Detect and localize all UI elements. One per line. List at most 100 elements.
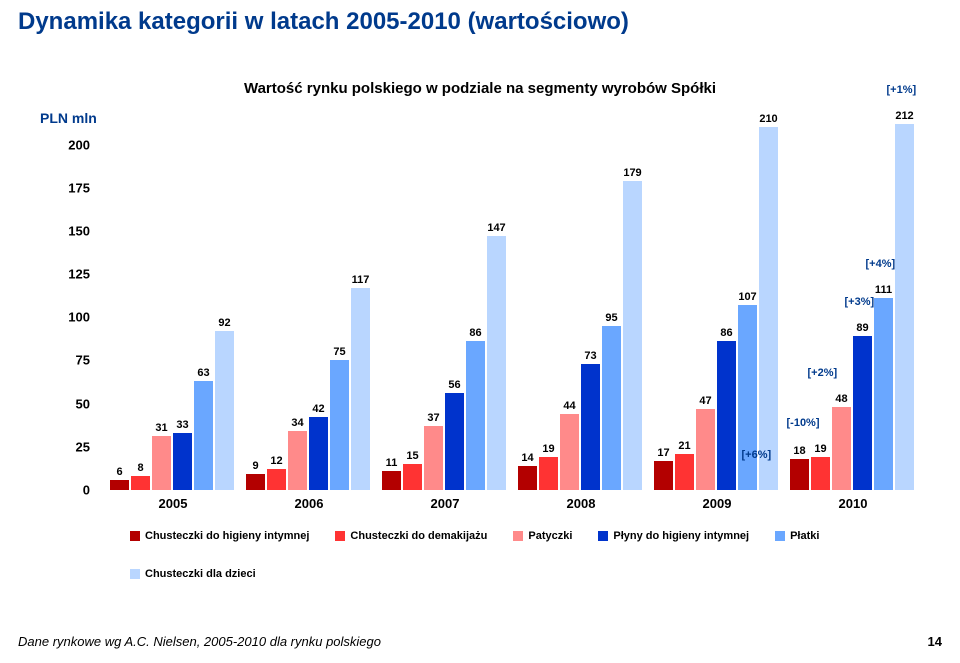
y-tick-label: 75 [50, 353, 90, 368]
bar [466, 341, 485, 490]
bar-value-label: 75 [333, 346, 345, 358]
legend-swatch [130, 531, 140, 541]
page-title: Dynamika kategorii w latach 2005-2010 (w… [18, 8, 629, 36]
bar-value-label: 34 [291, 417, 303, 429]
bar-value-label: 95 [605, 312, 617, 324]
bar-value-label: 73 [584, 350, 596, 362]
bar-value-label: 33 [176, 419, 188, 431]
bar [811, 457, 830, 490]
legend-swatch [335, 531, 345, 541]
chart-area: 0255075100125150175200683133639220059123… [100, 110, 920, 490]
bar-value-label: 15 [406, 450, 418, 462]
x-tick-label: 2010 [839, 496, 868, 511]
chart-annotation: [-10%] [787, 417, 820, 429]
bar-value-label: 19 [542, 443, 554, 455]
bar [790, 459, 809, 490]
bar-value-label: 179 [623, 167, 641, 179]
bar [194, 381, 213, 490]
legend-swatch [598, 531, 608, 541]
bar-value-label: 56 [448, 379, 460, 391]
bar [874, 298, 893, 490]
footer-text: Dane rynkowe wg A.C. Nielsen, 2005-2010 … [18, 634, 381, 649]
legend-item: Chusteczki dla dzieci [130, 568, 256, 580]
chart-subtitle: Wartość rynku polskiego w podziale na se… [0, 80, 960, 97]
bar-value-label: 107 [738, 291, 756, 303]
y-tick-label: 175 [50, 180, 90, 195]
bar [288, 431, 307, 490]
bar-value-label: 12 [270, 455, 282, 467]
legend-label: Patyczki [528, 530, 572, 542]
x-tick-label: 2005 [159, 496, 188, 511]
bar [518, 466, 537, 490]
bar-value-label: 92 [218, 317, 230, 329]
y-tick-label: 0 [50, 483, 90, 498]
bar [330, 360, 349, 490]
bar-value-label: 63 [197, 367, 209, 379]
bar-value-label: 86 [469, 327, 481, 339]
bar-value-label: 147 [487, 222, 505, 234]
page-number: 14 [928, 634, 942, 649]
legend-swatch [775, 531, 785, 541]
legend-swatch [513, 531, 523, 541]
bar-value-label: 8 [137, 462, 143, 474]
bar [487, 236, 506, 490]
bar [675, 454, 694, 490]
y-tick-label: 100 [50, 310, 90, 325]
y-tick-label: 50 [50, 396, 90, 411]
bar [445, 393, 464, 490]
bar-value-label: 21 [678, 440, 690, 452]
legend-item: Chusteczki do demakijażu [335, 530, 487, 542]
legend-label: Chusteczki dla dzieci [145, 568, 256, 580]
bar [539, 457, 558, 490]
y-tick-label: 150 [50, 223, 90, 238]
y-axis-title: PLN mln [40, 110, 97, 126]
bar-value-label: 117 [352, 274, 370, 286]
bar [560, 414, 579, 490]
bar [654, 461, 673, 490]
bar [110, 480, 129, 490]
bar-value-label: 111 [875, 284, 892, 296]
bar-value-label: 11 [386, 457, 398, 469]
bar-value-label: 19 [814, 443, 826, 455]
bar [581, 364, 600, 490]
chart-annotation: [+1%] [887, 84, 917, 96]
bar-value-label: 89 [856, 322, 868, 334]
bar [717, 341, 736, 490]
chart-annotation: [+3%] [845, 296, 875, 308]
chart-plot: 0255075100125150175200683133639220059123… [100, 110, 920, 490]
bar [623, 181, 642, 490]
chart-annotation: [+6%] [742, 449, 772, 461]
bar-value-label: 37 [427, 412, 439, 424]
legend-label: Chusteczki do higieny intymnej [145, 530, 309, 542]
bar [215, 331, 234, 490]
bar [832, 407, 851, 490]
chart-legend: Chusteczki do higieny intymnej Chusteczki… [130, 530, 930, 580]
page-root: Dynamika kategorii w latach 2005-2010 (w… [0, 0, 960, 663]
bar [424, 426, 443, 490]
bar-value-label: 210 [759, 113, 777, 125]
legend-item: Płatki [775, 530, 819, 542]
bar [382, 471, 401, 490]
bar [895, 124, 914, 490]
chart-annotation: [+2%] [808, 367, 838, 379]
bar-value-label: 6 [116, 466, 122, 478]
y-tick-label: 25 [50, 439, 90, 454]
bar [351, 288, 370, 490]
bar [853, 336, 872, 490]
x-tick-label: 2008 [567, 496, 596, 511]
legend-item: Patyczki [513, 530, 572, 542]
bar [403, 464, 422, 490]
bar [738, 305, 757, 490]
bar-value-label: 18 [793, 445, 805, 457]
legend-swatch [130, 569, 140, 579]
bar [152, 436, 171, 490]
bar [696, 409, 715, 490]
y-tick-label: 125 [50, 267, 90, 282]
bar-value-label: 86 [720, 327, 732, 339]
bar-value-label: 47 [699, 395, 711, 407]
legend-label: Chusteczki do demakijażu [350, 530, 487, 542]
bar-value-label: 9 [252, 460, 258, 472]
bar [246, 474, 265, 490]
legend-label: Płatki [790, 530, 819, 542]
bar-value-label: 42 [312, 403, 324, 415]
